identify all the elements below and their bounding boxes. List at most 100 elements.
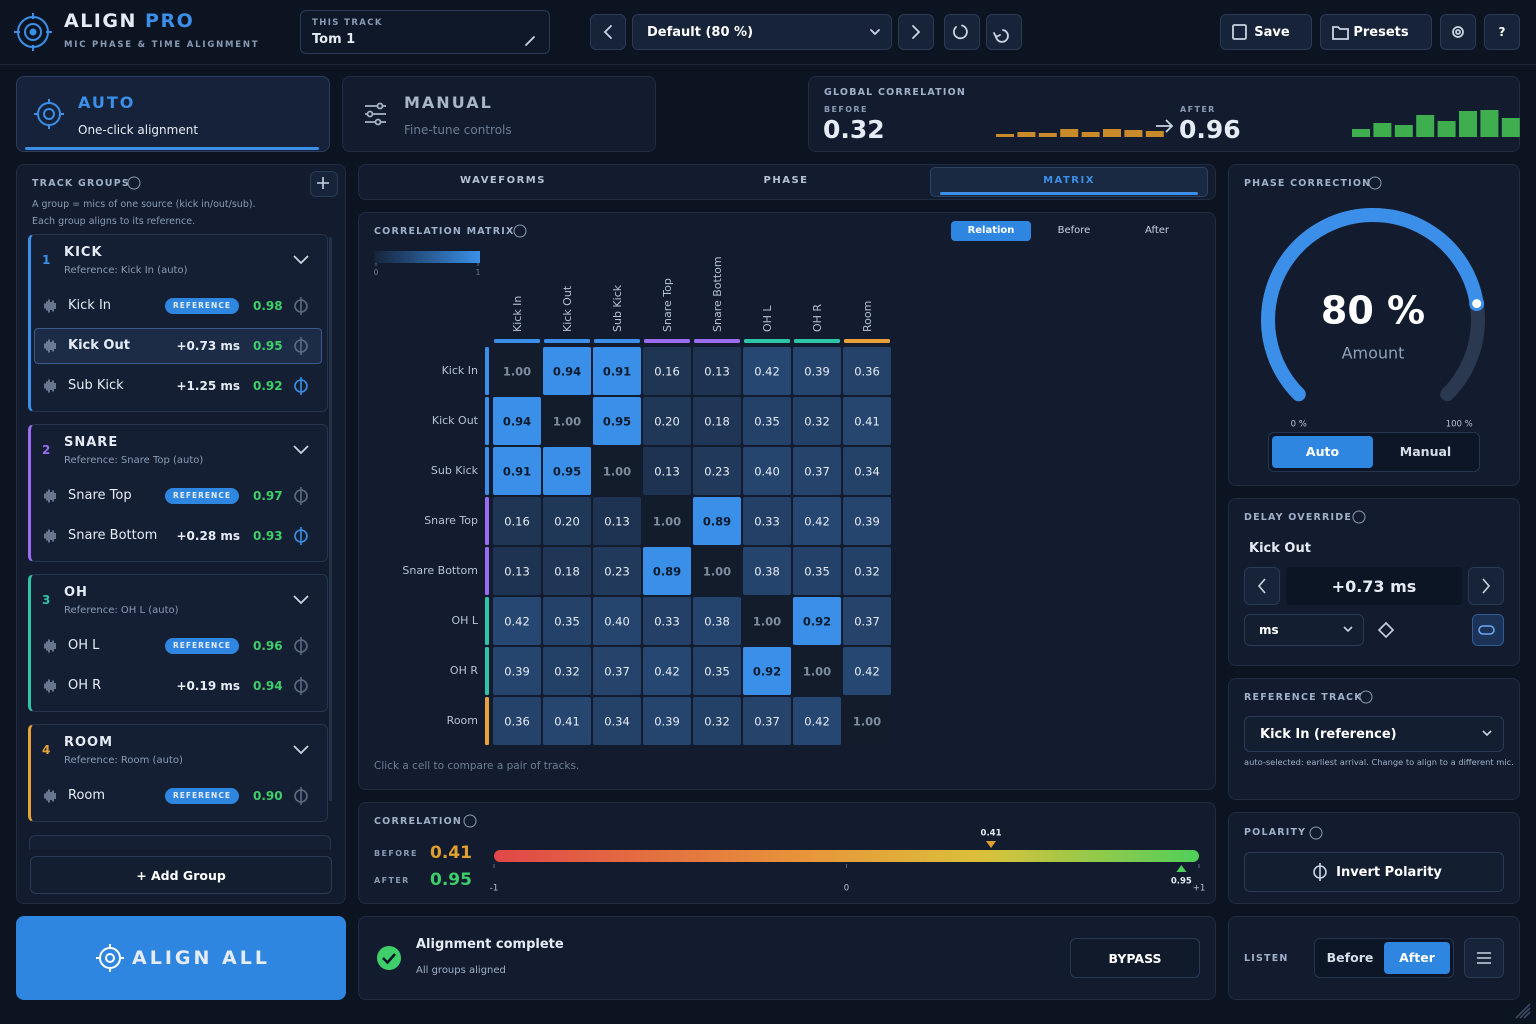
group-name: KICK [64, 245, 103, 260]
listen-option[interactable]: Before [1326, 950, 1374, 965]
group-card-partial [29, 835, 331, 850]
help-text: A group = mics of one source (kick in/ou… [32, 199, 256, 210]
reference-badge: REFERENCE [165, 488, 239, 504]
group-reference: Reference: Room (auto) [64, 755, 183, 766]
track-correlation: 0.92 [253, 379, 283, 393]
group-card [28, 234, 328, 412]
invert-polarity: Invert Polarity [1336, 864, 1442, 880]
matrix-mode[interactable]: After [1144, 225, 1169, 236]
align-all-button[interactable]: ALIGN ALL [16, 916, 346, 1000]
phase-mode[interactable]: Manual [1399, 444, 1452, 459]
group-reference: Reference: Kick In (auto) [64, 265, 188, 276]
invert-polarity-button[interactable]: Invert Polarity [1244, 852, 1504, 892]
unit: ms [1259, 623, 1279, 637]
group-name: OH [64, 585, 88, 600]
bypass-button[interactable]: BYPASS [1070, 938, 1200, 978]
correlation-panel: CORRELATION BEFORE 0.41 AFTER 0.95 [358, 802, 1216, 904]
track-name: Snare Top [68, 488, 132, 503]
app-title: ALIGN PRO [64, 10, 194, 32]
before-value: 0.32 [823, 115, 885, 144]
presets: Presets [1353, 24, 1409, 40]
track-name: OH R [68, 678, 102, 693]
panel-title: POLARITY [1244, 827, 1307, 838]
before-label: BEFORE [824, 105, 868, 114]
add-group-icon-button[interactable] [310, 171, 338, 197]
bypass: BYPASS [1108, 950, 1162, 966]
listen-option[interactable]: After [1399, 950, 1435, 965]
save-button[interactable]: Save [1220, 14, 1312, 50]
panel-title: CORRELATION MATRIX [374, 226, 515, 237]
delay-value-box[interactable]: +0.73 ms [1286, 567, 1462, 605]
reference-dropdown[interactable]: Kick In (reference) [1244, 716, 1504, 752]
undo-button[interactable] [986, 14, 1022, 50]
link-button[interactable] [1472, 614, 1504, 646]
unit-dropdown[interactable]: ms [1244, 614, 1364, 646]
reference-note: auto-selected: earliest arrival. Change … [1244, 757, 1514, 767]
matrix-mode[interactable]: Before [1057, 225, 1091, 236]
listen-settings[interactable] [1464, 938, 1504, 978]
reference-badge: REFERENCE [165, 788, 239, 804]
scrollbar [329, 237, 332, 801]
track-offset: +1.25 ms [176, 379, 241, 393]
mode-active[interactable] [951, 221, 1031, 241]
delay-override-panel: DELAY OVERRIDE Kick Out +0.73 ms ms [1228, 498, 1520, 666]
after-label: AFTER [1180, 105, 1216, 114]
prev-preset[interactable] [590, 14, 626, 50]
tab[interactable]: WAVEFORMS [460, 175, 546, 186]
add-group: + Add Group [136, 867, 226, 883]
track-box[interactable]: THIS TRACK Tom 1 [300, 10, 550, 54]
track-row[interactable] [34, 328, 322, 364]
track-offset: +0.73 ms [176, 339, 241, 353]
panel-title: REFERENCE TRACK [1244, 692, 1363, 703]
title: ALIGN [64, 10, 137, 32]
reset-button[interactable] [944, 14, 980, 50]
track-name: Tom 1 [312, 32, 356, 47]
group-number: 1 [42, 253, 51, 267]
mode-title: MANUAL [404, 93, 493, 112]
preset-dropdown[interactable]: Default (80 %) [632, 14, 892, 50]
polarity-panel: POLARITY Invert Polarity [1228, 812, 1520, 904]
listen-active[interactable] [1384, 942, 1450, 974]
before-label: BEFORE [374, 849, 418, 858]
delay-decrease[interactable] [1244, 567, 1280, 605]
matrix-mode[interactable]: Relation [967, 225, 1015, 236]
delay-track: Kick Out [1249, 541, 1311, 556]
manual-mode-card[interactable]: MANUAL Fine-tune controls [342, 76, 656, 152]
track-name: Kick Out [68, 338, 130, 353]
subtitle: MIC PHASE & TIME ALIGNMENT [64, 40, 260, 50]
after-value: 0.96 [1179, 115, 1241, 144]
track-correlation: 0.94 [253, 679, 283, 693]
mode-description: One-click alignment [78, 123, 199, 137]
matrix-panel: CORRELATION MATRIX Click a cell to compa… [358, 212, 1216, 790]
group-reference: Reference: OH L (auto) [64, 605, 179, 616]
save: Save [1254, 24, 1290, 40]
presets-button[interactable]: Presets [1320, 14, 1432, 50]
after-label: AFTER [374, 876, 410, 885]
track-correlation: 0.95 [253, 339, 283, 353]
group-number: 2 [42, 443, 51, 457]
panel-title: GLOBAL CORRELATION [824, 87, 967, 98]
tab[interactable]: PHASE [763, 175, 809, 186]
phase-mode[interactable]: Auto [1305, 444, 1340, 459]
panel-title: CORRELATION [374, 816, 463, 827]
reference-badge: REFERENCE [165, 638, 239, 654]
header-divider [0, 64, 1536, 65]
help-button[interactable]: ? [1484, 14, 1520, 50]
track-name: Room [68, 788, 106, 803]
title-accent: PRO [145, 10, 195, 32]
track-correlation: 0.93 [253, 529, 283, 543]
reference-badge: REFERENCE [165, 298, 239, 314]
add-group-button[interactable]: + Add Group [30, 856, 332, 894]
group-reference: Reference: Snare Top (auto) [64, 455, 204, 466]
delay-increase[interactable] [1468, 567, 1504, 605]
settings-button[interactable] [1440, 14, 1476, 50]
tab[interactable]: MATRIX [1043, 175, 1095, 186]
auto-mode-card[interactable]: AUTO One-click alignment [16, 76, 330, 152]
next-preset[interactable] [898, 14, 934, 50]
mode-active[interactable] [1272, 436, 1373, 468]
track-name: Snare Bottom [68, 528, 158, 543]
track-correlation: 0.90 [253, 789, 283, 803]
group-card [28, 724, 328, 822]
track-offset: +0.19 ms [176, 679, 241, 693]
group-number: 4 [42, 743, 51, 757]
